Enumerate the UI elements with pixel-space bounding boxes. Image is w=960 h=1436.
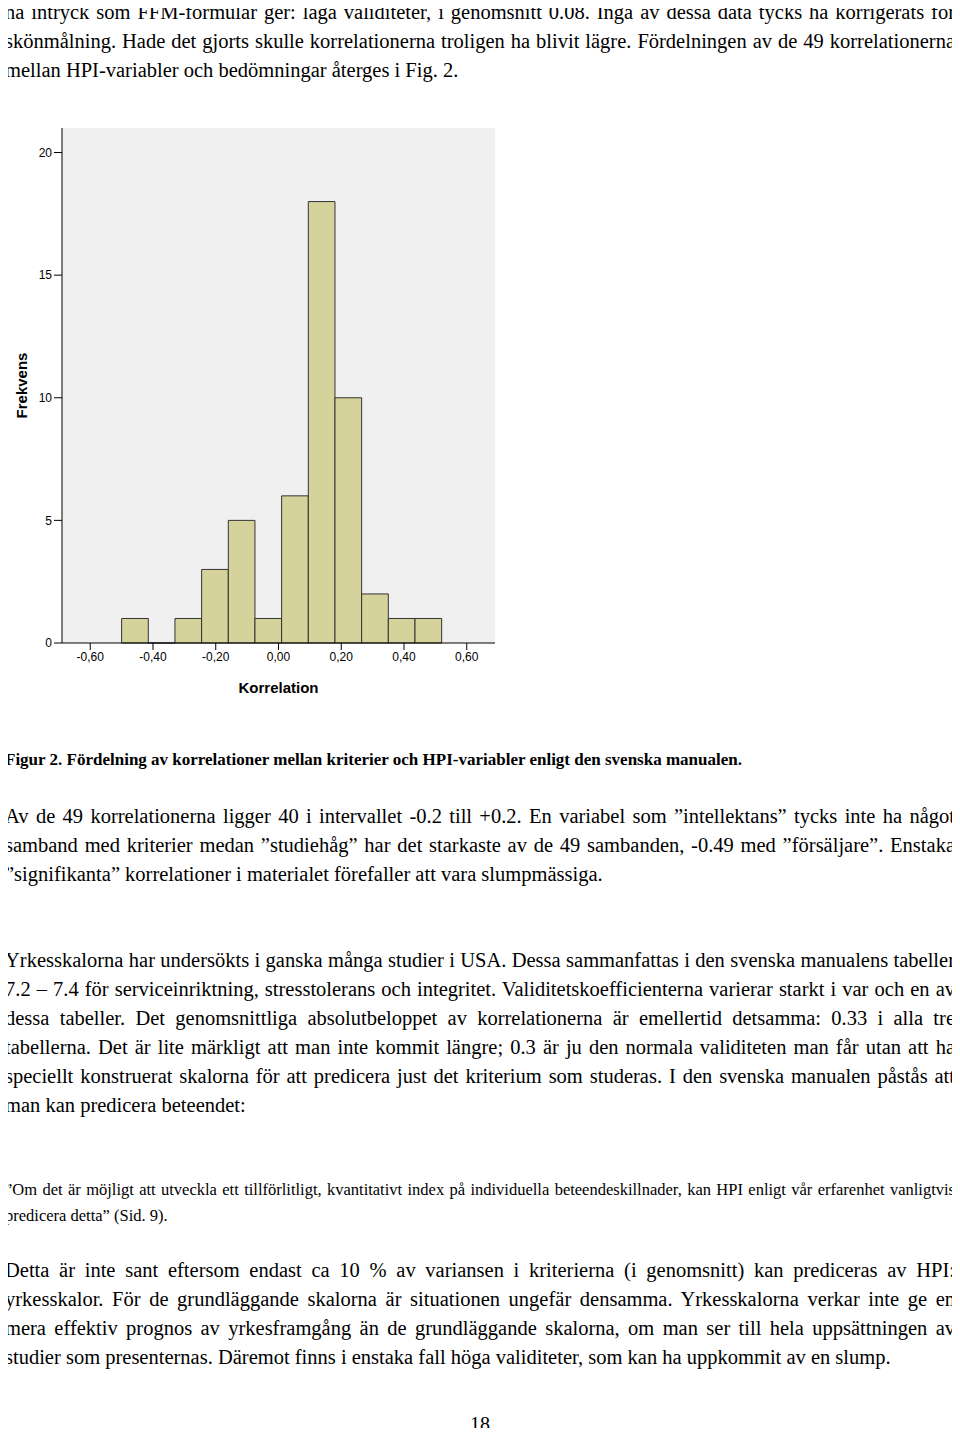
svg-text:0,00: 0,00 [267, 650, 291, 664]
html-text:Detta är inte sant eftersom en: Detta är inte sant eftersom endast ca 10… [5, 1259, 955, 1368]
html-text:na intryck som FFM-formulär ge: na intryck som FFM-formulär ger: låga va… [5, 1, 955, 81]
svg-text:Korrelation: Korrelation [238, 679, 318, 696]
svg-text:Frekvens: Frekvens [13, 353, 30, 419]
svg-text:0,60: 0,60 [455, 650, 479, 664]
svg-text:0,40: 0,40 [392, 650, 416, 664]
svg-text:10: 10 [39, 391, 53, 405]
html-text:Figur 2. Fördelning av korrela: Figur 2. Fördelning av korrelationer mel… [5, 750, 742, 769]
html-text:Av de 49 korrelationerna ligge: Av de 49 korrelationerna ligger 40 i int… [5, 805, 955, 885]
svg-text:15: 15 [39, 268, 53, 282]
svg-text:-0,40: -0,40 [139, 650, 167, 664]
svg-text:-0,20: -0,20 [202, 650, 230, 664]
svg-text:0,20: 0,20 [330, 650, 354, 664]
svg-text:5: 5 [45, 514, 52, 528]
svg-text:-0,60: -0,60 [77, 650, 105, 664]
svg-text:0: 0 [45, 636, 52, 650]
html-text:Yrkesskalorna har undersökts i: Yrkesskalorna har undersökts i ganska må… [5, 949, 955, 1116]
svg-text:20: 20 [39, 146, 53, 160]
html-text:18: 18 [470, 1413, 490, 1435]
html-text:”Om det är möjligt att utveckl: ”Om det är möjligt att utveckla ett till… [5, 1180, 955, 1225]
